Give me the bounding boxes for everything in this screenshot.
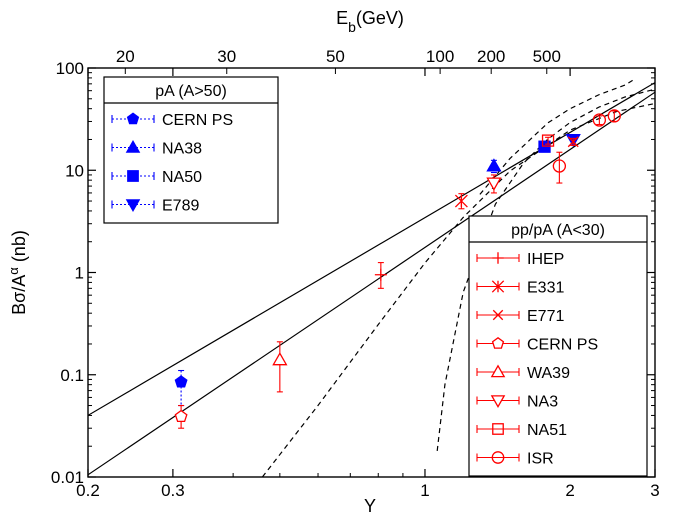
legend-entry-label: IHEP bbox=[527, 251, 564, 268]
x-tick-label: 3 bbox=[650, 481, 659, 500]
legend-marker bbox=[492, 252, 504, 264]
top-tick-label: 200 bbox=[477, 47, 505, 66]
y-tick-label: 1 bbox=[75, 264, 84, 283]
data-point bbox=[486, 158, 502, 172]
legend-marker bbox=[491, 451, 505, 464]
legend-marker bbox=[125, 140, 141, 153]
curve-dashed bbox=[261, 102, 655, 477]
top-tick-label: 500 bbox=[533, 47, 561, 66]
legend-marker bbox=[490, 395, 506, 408]
legend-entry-label: E331 bbox=[527, 280, 564, 297]
data-point bbox=[552, 159, 567, 173]
data-points bbox=[174, 109, 621, 429]
legend-marker bbox=[127, 170, 139, 182]
legend-top-left: pA (A>50) CERN PS NA38 NA50 E789 bbox=[103, 76, 279, 224]
legend-marker bbox=[492, 423, 504, 435]
legend-marker bbox=[126, 112, 140, 125]
legend-marker bbox=[125, 199, 141, 212]
y-tick-label: 100 bbox=[56, 59, 84, 78]
series-pA-na38 bbox=[486, 158, 502, 174]
legend-bottom-right: pp/pA (A<30) IHEP E331 E771 CERN PS WA39 NA3 NA… bbox=[468, 215, 648, 477]
series-pA-cern-ps bbox=[174, 369, 188, 407]
data-point bbox=[454, 194, 468, 208]
x-tick-label: 1 bbox=[420, 481, 429, 500]
series-pp-isr bbox=[552, 109, 621, 184]
axis-ticks bbox=[87, 67, 656, 478]
top-tick-label: 30 bbox=[217, 47, 236, 66]
legend-entry-label: E771 bbox=[527, 308, 564, 325]
data-point bbox=[272, 351, 288, 366]
top-tick-label: 100 bbox=[426, 47, 454, 66]
legend-entry-label: NA3 bbox=[527, 394, 558, 411]
series-pp-na51 bbox=[541, 134, 555, 147]
legend-title: pp/pA (A<30) bbox=[511, 222, 605, 239]
data-point bbox=[592, 113, 607, 127]
data-point bbox=[174, 409, 188, 423]
y-tick-label: 0.01 bbox=[51, 468, 84, 487]
top-tick-label: 50 bbox=[326, 47, 345, 66]
legend-entry-label: WA39 bbox=[527, 365, 570, 382]
legend-title: pA (A>50) bbox=[155, 83, 227, 100]
legend-entry-label: E789 bbox=[162, 198, 199, 215]
x-tick-label: 2 bbox=[565, 481, 574, 500]
data-point bbox=[607, 109, 621, 123]
legend-marker bbox=[491, 280, 505, 293]
legend-entry-label: NA50 bbox=[162, 169, 202, 186]
x-tick-label: 0.3 bbox=[161, 481, 185, 500]
series-pp-na3 bbox=[486, 174, 502, 194]
legend-marker bbox=[492, 309, 504, 321]
top-tick-label: 20 bbox=[116, 47, 135, 66]
top-axis-title: Eb(GeV) bbox=[336, 8, 404, 35]
legend-entry-label: ISR bbox=[527, 451, 554, 468]
legend-marker bbox=[491, 336, 505, 349]
x-axis-title: Y bbox=[364, 496, 376, 515]
data-point bbox=[486, 177, 502, 191]
y-axis-title: Bσ/Aα (nb) bbox=[6, 230, 30, 315]
data-point bbox=[541, 134, 555, 147]
data-point bbox=[567, 136, 579, 148]
curve-solid bbox=[88, 82, 655, 416]
y-tick-label: 0.1 bbox=[60, 366, 84, 385]
series-pp-e771 bbox=[567, 136, 579, 148]
axis-labels: 0.2 0.3 1 2 3 20 30 50 100 200 500 0.01 0.1 1 10 100 Y Eb… bbox=[6, 8, 660, 515]
series-pp-cern-ps bbox=[174, 404, 188, 429]
series-pp-ihep bbox=[374, 262, 387, 289]
y-tick-label: 10 bbox=[65, 161, 84, 180]
legend-entry-label: NA51 bbox=[527, 422, 567, 439]
legend-marker bbox=[490, 364, 506, 378]
data-point bbox=[374, 268, 387, 281]
x-tick-label: 0.2 bbox=[76, 481, 100, 500]
legend-entry-label: NA38 bbox=[162, 141, 202, 158]
legend-entry-label: CERN PS bbox=[527, 337, 598, 354]
legend-entry-label: CERN PS bbox=[162, 112, 233, 129]
legends: pA (A>50) CERN PS NA38 NA50 E789 pp/pA (A<30)… bbox=[103, 76, 648, 477]
series-pp-e331 bbox=[454, 193, 468, 210]
data-point bbox=[174, 375, 188, 388]
series-pp-wa39 bbox=[272, 341, 288, 393]
curve-dashed bbox=[479, 79, 634, 195]
